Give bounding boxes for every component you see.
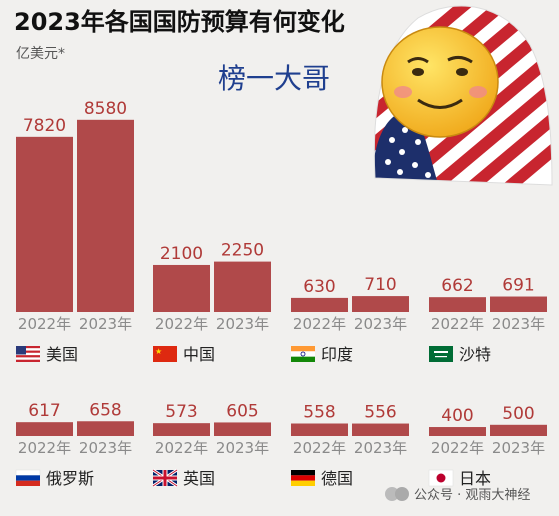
bar-1-2023年 [77,119,134,312]
bar-4-2022年 [429,297,486,312]
smiley-face [381,26,499,138]
uk-flag-icon [152,468,178,488]
year-label: 2023年 [354,315,407,333]
saudi-flag-icon [429,346,453,362]
year-label: 2023年 [79,439,132,457]
year-label: 2022年 [155,439,208,457]
value-label: 605 [226,401,258,421]
star-icons [385,127,431,178]
slogan-text: 榜一大哥 [218,62,330,95]
value-label: 500 [502,404,534,424]
value-label: 2250 [221,241,264,261]
china-flag-icon: ★ [153,346,177,362]
bar-7-2022年 [291,423,348,436]
bar-2-2023年 [214,261,271,312]
country-label: 中国 [183,345,215,364]
bar-5-2022年 [16,422,73,436]
watermark: 公众号 · 观雨大神经 [385,487,530,503]
emoji-sticker [373,5,553,186]
value-label: 558 [303,403,335,423]
year-label: 2022年 [293,315,346,333]
country-group-2: 2100 2022年 2250 2023年 ★ 中国 [153,241,271,364]
value-label: 710 [364,275,396,295]
value-label: 573 [165,402,197,422]
bar-3-2023年 [352,296,409,312]
year-label: 2022年 [293,439,346,457]
value-label: 400 [441,406,473,426]
japan-flag-icon [428,469,454,487]
germany-flag-icon [291,470,315,486]
value-label: 2100 [160,244,203,264]
unit-label: 亿美元* [16,46,65,62]
year-label: 2022年 [431,439,484,457]
year-label: 2023年 [79,315,132,333]
svg-text:★: ★ [155,347,162,356]
year-label: 2022年 [18,439,71,457]
russia-flag-icon [15,469,41,486]
year-label: 2022年 [18,315,71,333]
year-label: 2023年 [492,439,545,457]
bar-4-2023年 [490,296,547,312]
chart-title: 2023年各国国防预算有何变化 [14,8,345,36]
value-label: 8580 [84,99,127,119]
value-label: 691 [502,276,534,296]
bar-7-2023年 [352,423,409,436]
india-flag-icon [291,346,315,362]
value-label: 7820 [23,116,66,136]
value-label: 662 [441,276,473,296]
bar-3-2022年 [291,297,348,312]
year-label: 2023年 [354,439,407,457]
country-label: 美国 [46,345,78,364]
bar-8-2022年 [429,427,486,436]
year-label: 2023年 [216,315,269,333]
country-label: 俄罗斯 [46,469,94,488]
year-label: 2022年 [155,315,208,333]
bar-5-2023年 [77,421,134,436]
country-label: 日本 [459,469,491,488]
country-label: 英国 [183,469,215,488]
value-label: 658 [89,400,121,420]
us-flag-icon [16,346,40,362]
watermark-text: 公众号 · 观雨大神经 [414,488,530,503]
country-label: 沙特 [459,345,491,364]
value-label: 630 [303,277,335,297]
country-label: 印度 [321,345,353,364]
bar-8-2023年 [490,424,547,436]
bar-6-2023年 [214,422,271,436]
country-label: 德国 [321,469,353,488]
bar-1-2022年 [16,136,73,312]
year-label: 2023年 [216,439,269,457]
bar-2-2022年 [153,264,210,312]
value-label: 617 [28,401,60,421]
year-label: 2022年 [431,315,484,333]
bar-6-2022年 [153,423,210,436]
value-label: 556 [364,403,396,423]
year-label: 2023年 [492,315,545,333]
